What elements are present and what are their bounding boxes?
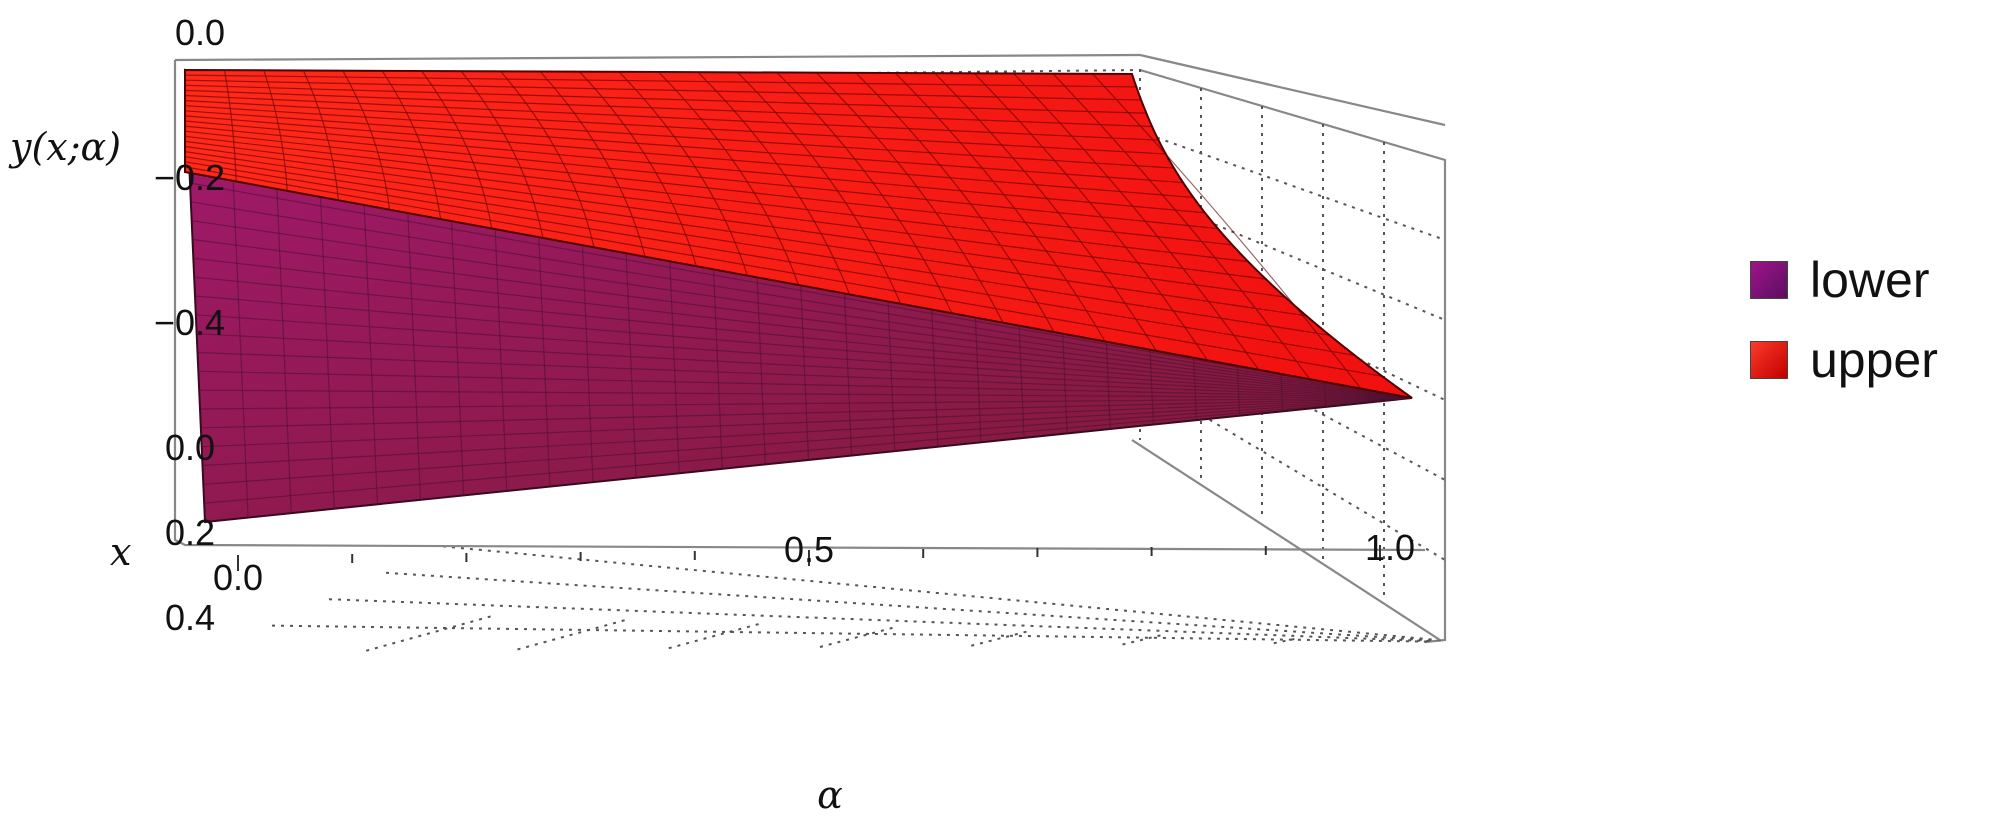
x-tick-label: 0.0	[165, 427, 215, 468]
grid-line	[1273, 636, 1301, 645]
upper-mesh-line	[1052, 73, 1311, 380]
upper-mesh-line	[1013, 73, 1260, 371]
box-edge-diagonal	[1131, 439, 1441, 641]
upper-mesh-line	[736, 71, 902, 305]
upper-mesh-line	[460, 70, 544, 239]
grid-line	[517, 618, 628, 651]
upper-mesh-line	[184, 161, 1355, 356]
upper-mesh-line	[539, 71, 646, 257]
upper-mesh-line	[184, 79, 1142, 101]
alpha-tick-label: 0.5	[784, 529, 834, 570]
upper-mesh-line	[381, 70, 442, 220]
z-axis-label: y(x;α)	[8, 125, 121, 169]
upper-mesh-line	[184, 89, 1153, 128]
upper-mesh-line	[934, 72, 1157, 352]
box-edge-top	[229, 68, 1141, 440]
axis-ticks: 0.00.5 1.00.00.20.40.0−0.2−0.4	[154, 12, 1415, 638]
grid-line	[271, 624, 1430, 643]
grid-line	[1122, 633, 1166, 646]
alpha-tick-label: 0.0	[213, 557, 263, 598]
upper-mesh-line	[184, 151, 1307, 317]
legend-item-upper: upper	[1750, 330, 1938, 390]
box-edge-front	[173, 60, 1426, 552]
upper-surface	[184, 68, 1413, 399]
upper-mesh-line	[618, 71, 748, 276]
upper-mesh-line	[894, 72, 1106, 342]
upper-surface-patch	[184, 68, 1413, 399]
upper-mesh-line	[184, 135, 1249, 263]
upper-mesh-line	[776, 72, 953, 314]
box-edge-top-front	[174, 53, 1141, 62]
upper-mesh-line	[855, 72, 1055, 333]
y-tick-label: −0.4	[154, 302, 225, 343]
x-tick-label: 0.2	[165, 512, 215, 553]
legend-swatch-lower	[1750, 261, 1788, 299]
legend-label-upper: upper	[1810, 332, 1938, 388]
upper-mesh-line	[579, 71, 697, 267]
grid-line	[971, 629, 1032, 647]
box-edge-back	[1139, 68, 1447, 644]
upper-mesh-line	[184, 140, 1266, 280]
legend-label-lower: lower	[1810, 252, 1930, 308]
x-tick-label: 0.4	[165, 597, 215, 638]
grid-line	[385, 571, 1438, 642]
upper-mesh-line	[421, 70, 493, 229]
grid-line	[819, 625, 897, 648]
upper-mesh-line	[184, 105, 1174, 169]
upper-mesh-line	[184, 74, 1137, 88]
upper-mesh-line	[184, 166, 1383, 377]
axis-labels: y(x;α) x α	[8, 125, 843, 817]
upper-mesh-line	[500, 70, 595, 248]
alpha-axis-label: α	[817, 773, 843, 817]
upper-mesh-line	[815, 72, 1004, 323]
upper-mesh-line	[184, 156, 1330, 336]
y-tick-label: 0.0	[175, 12, 225, 53]
grid-line	[668, 622, 762, 650]
upper-mesh-line	[658, 71, 800, 286]
box-edge-top-right	[1139, 53, 1446, 127]
upper-mesh-line	[973, 72, 1208, 361]
legend: lower upper	[1750, 250, 1938, 410]
grid-line	[442, 545, 1442, 642]
upper-mesh-line	[184, 110, 1184, 184]
grid-line	[328, 598, 1434, 643]
upper-mesh-line	[697, 71, 851, 295]
x-axis-label: x	[110, 530, 131, 574]
upper-mesh-line	[342, 70, 391, 210]
upper-mesh-line	[263, 70, 288, 191]
legend-item-lower: lower	[1750, 250, 1938, 310]
alpha-tick-label: 1.0	[1365, 527, 1415, 568]
upper-mesh-line	[302, 70, 339, 201]
grid-line	[365, 615, 493, 652]
upper-mesh-line	[184, 145, 1285, 298]
legend-swatch-upper	[1750, 341, 1788, 379]
bounding-box-front	[173, 53, 1446, 552]
upper-mesh-line	[184, 94, 1159, 141]
upper-mesh-line	[1092, 73, 1362, 389]
upper-mesh-line	[223, 70, 237, 182]
y-tick-label: −0.2	[154, 157, 225, 198]
upper-mesh-line	[184, 84, 1147, 114]
